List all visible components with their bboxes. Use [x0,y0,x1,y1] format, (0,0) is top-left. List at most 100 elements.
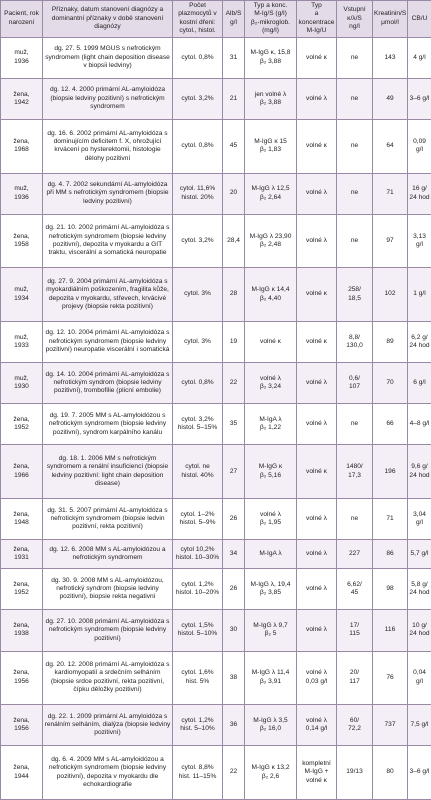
cell-line: 60/ [349,716,360,724]
cell-line: 115 [349,630,360,638]
table-cell: ne [336,36,373,79]
cell-line: 0,6/ [349,374,360,382]
table-cell: cytol. ne histol. 40% [172,444,223,499]
header-cell: Kreatinin/S μmol/l [372,0,408,38]
table-row: žena, 1952 dg. 30. 9. 2008 MM s AL-amyloid… [0,568,431,611]
table-cell: cytol. 0,8% [172,119,223,174]
cell-line: muž, [14,49,29,57]
table-row: muž, 1936 dg. 4. 7. 2002 sekundární AL-amy… [0,172,431,215]
table-cell: ne [336,497,373,541]
table-cell: dg. 30. 9. 2008 MM s AL-amyloidózou, nef… [42,568,173,611]
header-cell: Alb/S g/l [222,0,245,38]
cell-line: β₂ 3,88 [259,57,282,65]
cell-line: 117 [349,677,360,685]
table-cell: cytol. 3,2% histol. 5–15% [172,403,223,446]
cell-line: β₂ 1,95 [259,519,282,527]
table-cell: 30 [222,609,245,652]
header-cell: Pacient, rok narození [0,0,43,38]
table-cell: 89 [372,320,408,364]
table-cell: jen volné λ β₂ 3,88 [244,77,297,121]
cell-line: M-Ig/U [306,27,327,35]
cell-line: 24 hod [409,471,430,479]
table-cell: volné λ [296,172,337,215]
cell-line: 1930 [14,383,29,391]
table-row: žena, 1968 dg. 16. 6. 2002 primární AL-amy… [0,119,431,174]
table-cell: 1 g/l [407,267,431,322]
cell-line: β₂ 3,91 [259,677,282,685]
cell-line: M-IgG λ 12,5 [251,185,290,193]
table-cell: 38 [222,650,245,706]
header-cell: Příznaky, datum stanovení diagnózy a dom… [42,0,173,38]
table-cell: 16 g/24 hod [407,172,431,215]
table-cell: 26 [222,568,245,611]
cell-line: 6,62/ [347,580,362,588]
table-cell: žena, 1952 [0,568,43,611]
table-cell: 80 [372,745,408,800]
cell-line: ng/l [349,23,360,31]
table-cell: žena, 1942 [0,77,43,121]
cell-line: β₂ 2,64 [259,193,282,201]
table-cell: 35 [222,403,245,446]
table-cell: M-IgA λ β₂ 1,22 [244,403,297,446]
table-cell: 737 [372,704,408,747]
table-cell: dg. 20. 12. 2008 primární AL-amyloidóza … [42,650,173,706]
table-cell: cytol. 11,6% histol. 20% [172,172,223,215]
table-cell: 196 [372,444,408,499]
cell-line: Typ a konc. [253,2,288,9]
table-row: muž, 1934 dg. 27. 9. 2004 primární AL-amyl… [0,267,431,322]
table-cell: 1480/17,3 [336,444,373,499]
cell-line: 8,8/ [349,333,360,341]
cell-line: volné λ [306,669,327,677]
cell-line: 1942 [14,98,29,106]
cell-line: 1956 [14,677,29,685]
cell-line: jen volné λ [254,90,287,98]
table-cell: žena, 1938 [0,609,43,652]
table-cell: dg. 16. 6. 2002 primární AL-amyloidóza s… [42,119,173,174]
cell-line: β₂-mikroglob. [251,18,290,26]
table-cell: kompletní M-IgG + volné κ [296,745,337,800]
table-cell: 45 [222,119,245,174]
table-cell: 36 [222,704,245,747]
cell-line: M-IgG κ 13,2 [251,764,290,772]
cell-line: kompletní [302,760,331,768]
table-cell: cytol. 8,8% hist. 11–15% [172,745,223,800]
cell-line: Vstupní [343,6,366,14]
table-cell: M-IgG κ 14,4 β₂ 4,40 [244,267,297,322]
table-cell: dg. 27. 10. 2008 primární AL-amyloidóza … [42,609,173,652]
table-row: žena, 1938 dg. 27. 10. 2008 primární AL-am… [0,609,431,652]
table-cell: dg. 12. 4. 2000 primární AL-amyloidóza (… [42,77,173,121]
table-cell: 6,62/45 [336,568,373,611]
cell-line: hist. 11–15% [178,772,217,780]
cell-line: volné λ [306,716,327,724]
table-body: muž, 1936 dg. 27. 5. 1999 MGUS s nefrotick… [0,36,431,800]
cell-line: 24 hod [409,341,430,349]
cell-line: cytol. 8,8% [181,764,214,772]
table-cell: dg. 4. 7. 2002 sekundární AL-amyloidóza … [42,172,173,215]
table-cell: cytol. 3% [172,320,223,364]
table-cell: cytol. 1,6% hist. 5% [172,650,223,706]
table-row: muž, 1933 dg. 12. 10. 2004 primární AL-amy… [0,320,431,364]
table-row: žena, 1958 dg. 21. 10. 2002 primární AL-am… [0,213,431,269]
cell-line: cytol. 3,2% [181,415,214,423]
table-cell: muž, 1930 [0,362,43,405]
cell-line: β₂ 16,0 [259,725,282,733]
cell-line: 18,5 [348,294,361,302]
table-cell: volné λ [296,609,337,652]
cell-line: muž, [14,333,29,341]
table-cell: 143 [372,36,408,79]
table-cell: volné λ 0,14 g/l [296,704,337,747]
table-cell: volné λ β₂ 3,24 [244,362,297,405]
table-cell: volné κ [296,36,337,79]
cell-line: muž, [14,286,29,294]
table-cell: 98 [372,568,408,611]
cell-line: žena, [13,415,30,423]
table-cell: 9,6 g/24 hod [407,444,431,499]
cell-line: 17,3 [348,471,361,479]
cell-line: M-IgG λ, 19,4 [250,580,291,588]
table-cell: 66 [372,403,408,446]
table-cell: M-IgG λ 9,7 β₂ 5 [244,609,297,652]
table-cell: ne [336,213,373,269]
cell-line: hist. 5% [185,677,210,685]
cell-line: β₂ 3,85 [259,589,282,597]
